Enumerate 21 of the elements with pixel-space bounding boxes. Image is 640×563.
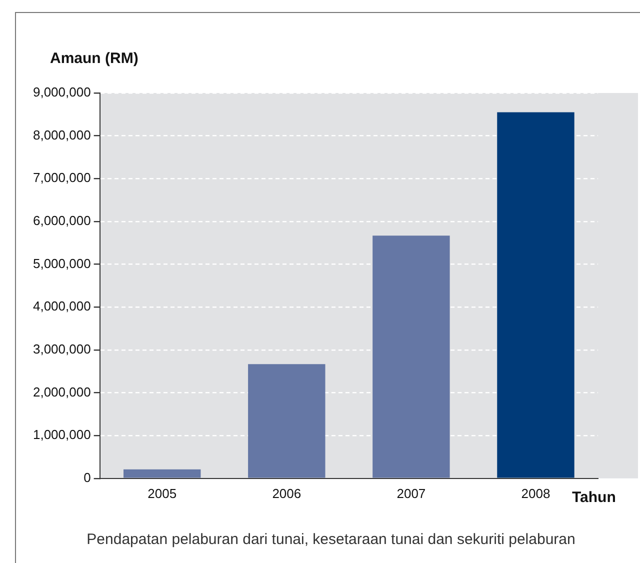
bar xyxy=(372,236,450,478)
y-tick-label: 4,000,000 xyxy=(32,298,91,314)
x-tick-label: 2006 xyxy=(272,486,302,501)
x-tick-label: 2008 xyxy=(521,486,550,501)
x-tick-label: 2005 xyxy=(148,486,177,501)
y-tick-label: 9,000,000 xyxy=(32,84,91,100)
y-tick-label: 7,000,000 xyxy=(32,170,91,186)
x-axis-title: Tahun xyxy=(572,489,616,506)
y-tick-label: 3,000,000 xyxy=(32,342,91,357)
y-tick-label: 8,000,000 xyxy=(32,127,91,142)
y-tick-label: 0 xyxy=(84,470,91,485)
y-tick-label: 6,000,000 xyxy=(32,213,91,228)
bar xyxy=(123,469,201,478)
y-axis-title: Amaun (RM) xyxy=(50,50,138,67)
y-tick-label: 5,000,000 xyxy=(32,256,91,271)
bar xyxy=(248,364,326,478)
bar xyxy=(497,112,574,478)
y-tick-label: 2,000,000 xyxy=(32,384,91,400)
y-tick-label: 1,000,000 xyxy=(32,427,91,442)
text: Pendapatan pelaburan dari tunai, kesetaraan tunai dan sekuriti pelaburan xyxy=(86,531,576,548)
x-tick-label: 2007 xyxy=(396,486,426,501)
